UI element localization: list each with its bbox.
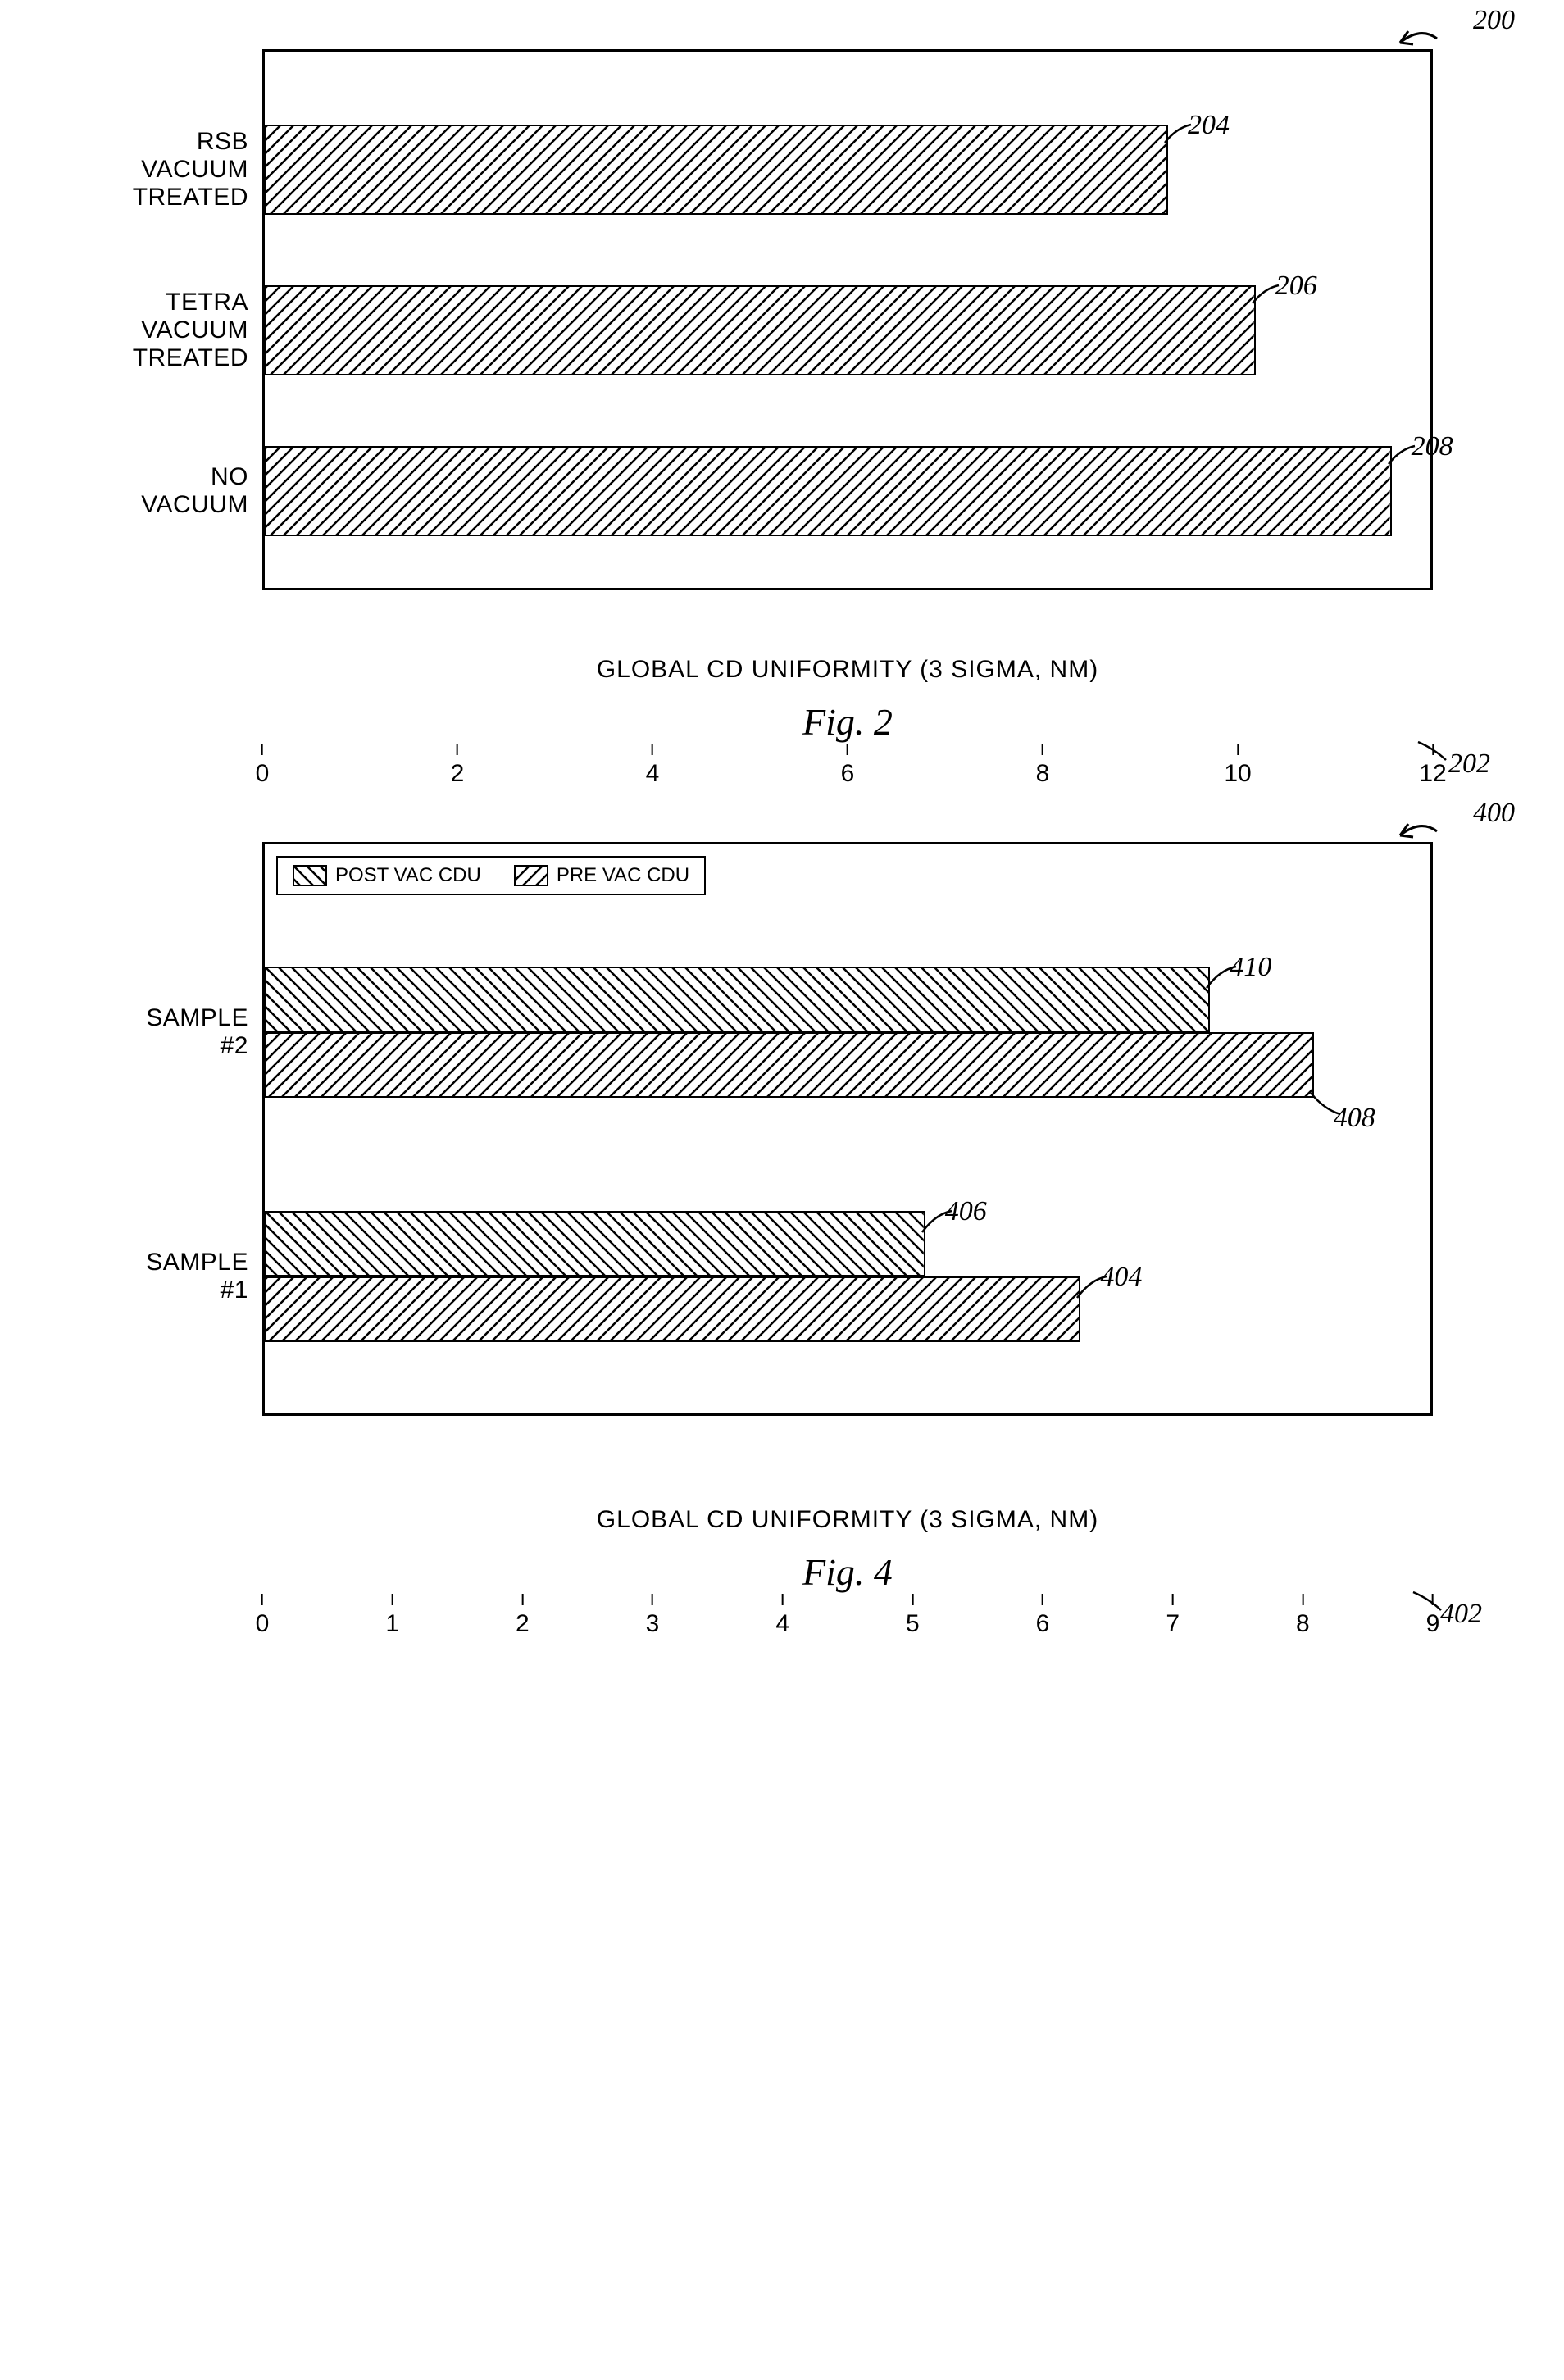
tick: 8 (1296, 1594, 1310, 1638)
fig2-x-title: GLOBAL CD UNIFORMITY (3 SIGMA, NM) (262, 656, 1433, 684)
figure-2: 200 RSB VACUUM TREATED204TETRA VACUUM TR… (33, 49, 1531, 744)
tick: 10 (1224, 744, 1251, 788)
fig2-axis-ref-line (1413, 740, 1462, 773)
callout-line (1074, 1273, 1110, 1301)
callout-line (1203, 963, 1239, 991)
tick: 2 (451, 744, 465, 788)
category-label: NO VACUUM (141, 446, 265, 536)
fig2-plot-area: RSB VACUUM TREATED204TETRA VACUUM TREATE… (262, 49, 1433, 590)
fig4-chart-outer: 400 POST VAC CDU PRE VAC CDU 410408SAMPL… (262, 842, 1433, 1594)
tick: 8 (1036, 744, 1050, 788)
fig4-ref: 400 (1473, 798, 1515, 829)
legend-label-pre: PRE VAC CDU (557, 864, 689, 887)
bar (265, 1276, 1080, 1342)
fig2-ref: 200 (1473, 5, 1515, 36)
fig4-x-title: GLOBAL CD UNIFORMITY (3 SIGMA, NM) (262, 1506, 1433, 1534)
callout-line (1162, 121, 1194, 146)
legend-item-post: POST VAC CDU (293, 864, 481, 887)
fig2-ref-arrow (1384, 10, 1482, 55)
tick: 3 (646, 1594, 660, 1638)
category-label: SAMPLE #2 (146, 967, 265, 1098)
bar (265, 1211, 925, 1276)
legend-label-post: POST VAC CDU (335, 864, 481, 887)
category-label: SAMPLE #1 (146, 1211, 265, 1342)
figure-4: 400 POST VAC CDU PRE VAC CDU 410408SAMPL… (33, 842, 1531, 1594)
bar (265, 285, 1256, 375)
legend-swatch-pre (514, 865, 548, 886)
tick: 5 (906, 1594, 920, 1638)
tick: 1 (385, 1594, 399, 1638)
tick: 0 (256, 1594, 270, 1638)
category-label: TETRA VACUUM TREATED (133, 285, 265, 375)
fig4-x-axis: 0123456789 (262, 1594, 1433, 1643)
callout-line (1385, 443, 1418, 467)
fig2-caption: Fig. 2 (262, 700, 1433, 744)
tick: 7 (1166, 1594, 1180, 1638)
bar (265, 446, 1392, 536)
fig2-chart-outer: 200 RSB VACUUM TREATED204TETRA VACUUM TR… (262, 49, 1433, 744)
tick: 4 (646, 744, 660, 788)
fig4-axis-ref-line (1408, 1590, 1457, 1623)
bar (265, 967, 1210, 1032)
fig4-legend: POST VAC CDU PRE VAC CDU (276, 856, 706, 895)
tick: 0 (256, 744, 270, 788)
fig4-plot-area: POST VAC CDU PRE VAC CDU 410408SAMPLE #2… (262, 842, 1433, 1416)
callout-line (1249, 282, 1282, 307)
callout-line (919, 1208, 955, 1236)
legend-swatch-post (293, 865, 327, 886)
tick: 2 (516, 1594, 530, 1638)
bar (265, 125, 1168, 215)
tick: 6 (841, 744, 855, 788)
fig2-x-axis: 024681012 (262, 744, 1433, 793)
callout-line (1307, 1090, 1343, 1117)
legend-item-pre: PRE VAC CDU (514, 864, 689, 887)
bar (265, 1032, 1314, 1098)
tick: 4 (775, 1594, 789, 1638)
fig4-caption: Fig. 4 (262, 1550, 1433, 1594)
fig4-ref-arrow (1384, 803, 1482, 848)
category-label: RSB VACUUM TREATED (133, 125, 265, 215)
tick: 6 (1036, 1594, 1050, 1638)
